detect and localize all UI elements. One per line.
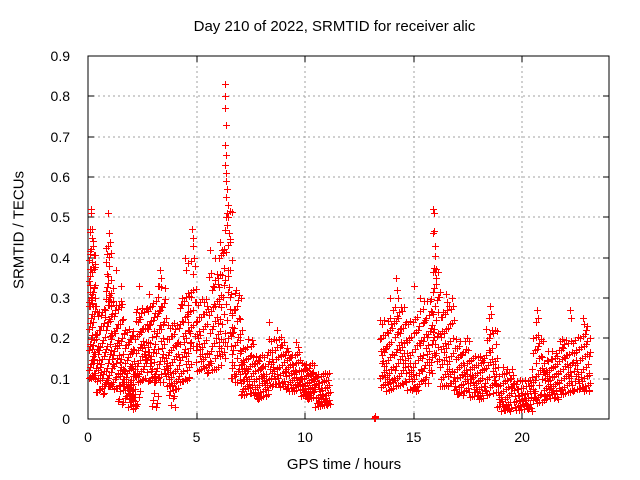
y-tick-label: 0.6 [50,169,70,185]
y-tick-label: 0.4 [50,249,70,266]
x-tick-label: 5 [192,429,201,445]
y-tick-label: 0.5 [50,209,70,226]
gridlines [88,56,609,419]
y-tick-label: 0.7 [50,128,70,145]
plot-border [87,55,610,420]
y-tick-label: 0.1 [50,370,70,387]
scatter-points [86,81,594,422]
x-tick-label: 20 [514,429,530,445]
y-tick-label: 0.8 [50,88,70,105]
x-tick-label: 15 [405,429,422,445]
x-tick-label: 0 [84,429,92,445]
y-tick-label: 0.9 [50,48,70,64]
y-tick-label: 0 [62,411,70,427]
chart-title: Day 210 of 2022, SRMTID for receiver ali… [193,18,476,35]
x-axis-label: GPS time / hours [286,456,402,473]
x-tick-label: 10 [297,429,313,445]
y-tick-label: 0.2 [50,330,70,347]
y-tick-label: 0.3 [50,290,70,306]
